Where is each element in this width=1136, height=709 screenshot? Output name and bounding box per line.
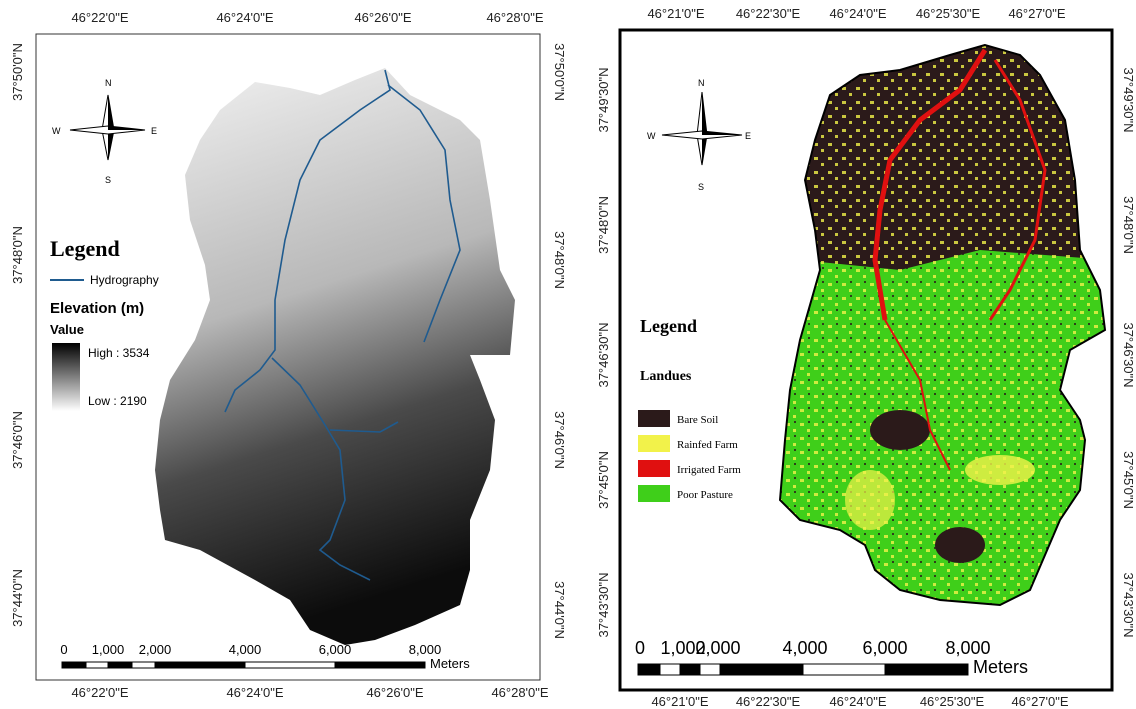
coordinate-label: 46°22'30"E — [736, 694, 801, 709]
coordinate-label: 46°27'0"E — [1008, 6, 1065, 21]
coordinate-label: 46°26'0"E — [366, 685, 423, 700]
coordinate-label: 37°45'0"N — [1121, 451, 1136, 509]
east-label: E — [745, 131, 751, 141]
south-label: S — [105, 175, 111, 185]
coordinate-label: 37°44'0"N — [10, 569, 25, 627]
coordinate-label: 46°27'0"E — [1011, 694, 1068, 709]
legend-item: Hydrography — [90, 273, 159, 287]
coordinate-label: 46°24'0"E — [829, 694, 886, 709]
coordinate-label: 46°22'0"E — [71, 10, 128, 25]
scale-unit: Meters — [430, 656, 470, 671]
coordinate-label: 37°46'0"N — [10, 411, 25, 469]
coordinate-label: 37°48'0"N — [596, 196, 611, 254]
coordinate-label: 37°49'30"N — [596, 67, 611, 132]
west-label: W — [52, 126, 61, 136]
legend-swatch — [638, 435, 670, 452]
coordinate-label: 37°46'30"N — [596, 322, 611, 387]
coordinate-label: 37°49'30"N — [1121, 67, 1136, 132]
south-label: S — [698, 182, 704, 192]
coordinate-label: 46°24'0"E — [216, 10, 273, 25]
coordinate-label: 37°46'30"N — [1121, 322, 1136, 387]
legend-item: Bare Soil — [677, 414, 718, 426]
coordinate-label: 46°22'0"E — [71, 685, 128, 700]
coordinate-label: 46°28'0"E — [486, 10, 543, 25]
coordinate-label: 37°43'30"N — [596, 572, 611, 637]
coordinate-label: 37°50'0"N — [10, 43, 25, 101]
legend-swatch — [638, 485, 670, 502]
coordinate-label: 46°24'0"E — [226, 685, 283, 700]
coordinate-label: 37°45'0"N — [596, 451, 611, 509]
scale-label: 6,000 — [862, 638, 907, 658]
coordinate-label: 46°26'0"E — [354, 10, 411, 25]
legend-heading: Elevation (m) — [50, 300, 144, 317]
coordinate-label: 37°44'0"N — [552, 581, 567, 639]
legend-title: Legend — [640, 316, 697, 336]
figure: N S E W Legend Hydrography Elevation (m)… — [0, 0, 1136, 709]
legend-subtitle: Landues — [640, 369, 692, 384]
coordinate-label: 46°21'0"E — [651, 694, 708, 709]
coordinate-label: 46°24'0"E — [829, 6, 886, 21]
elevation-ramp — [52, 343, 80, 411]
legend-item: Irrigated Farm — [677, 464, 741, 476]
scale-label: 2,000 — [139, 642, 172, 657]
coordinate-label: 46°28'0"E — [491, 685, 548, 700]
coordinate-label: 37°48'0"N — [552, 231, 567, 289]
scale-bar — [638, 664, 968, 675]
east-label: E — [151, 126, 157, 136]
scale-bar — [62, 662, 425, 668]
coordinate-label: 46°21'0"E — [647, 6, 704, 21]
legend-high: High : 3534 — [88, 346, 150, 360]
legend-title: Legend — [50, 236, 120, 261]
legend-swatch — [638, 410, 670, 427]
coordinate-label: 37°43'30"N — [1121, 572, 1136, 637]
coordinate-label: 37°46'0"N — [552, 411, 567, 469]
coordinate-label: 37°48'0"N — [1121, 196, 1136, 254]
scale-label: 8,000 — [409, 642, 442, 657]
coordinate-label: 37°50'0"N — [552, 43, 567, 101]
legend-swatch — [638, 460, 670, 477]
scale-label: 4,000 — [782, 638, 827, 658]
coordinate-label: 37°48'0"N — [10, 226, 25, 284]
scale-label: 1,000 — [92, 642, 125, 657]
scale-label: 4,000 — [229, 642, 262, 657]
legend-low: Low : 2190 — [88, 394, 147, 408]
scale-label: 0 — [60, 642, 67, 657]
scale-label: 2,000 — [695, 638, 740, 658]
coordinate-label: 46°25'30"E — [916, 6, 981, 21]
scale-label: 8,000 — [945, 638, 990, 658]
legend-item: Poor Pasture — [677, 489, 733, 501]
scale-unit: Meters — [973, 657, 1028, 677]
scale-label: 0 — [635, 638, 645, 658]
coordinate-label: 46°25'30"E — [920, 694, 985, 709]
coordinate-label: 46°22'30"E — [736, 6, 801, 21]
north-label: N — [698, 78, 705, 88]
scale-label: 6,000 — [319, 642, 352, 657]
west-label: W — [647, 131, 656, 141]
legend-item: Rainfed Farm — [677, 439, 738, 451]
legend-subheading: Value — [50, 322, 84, 337]
north-label: N — [105, 78, 112, 88]
